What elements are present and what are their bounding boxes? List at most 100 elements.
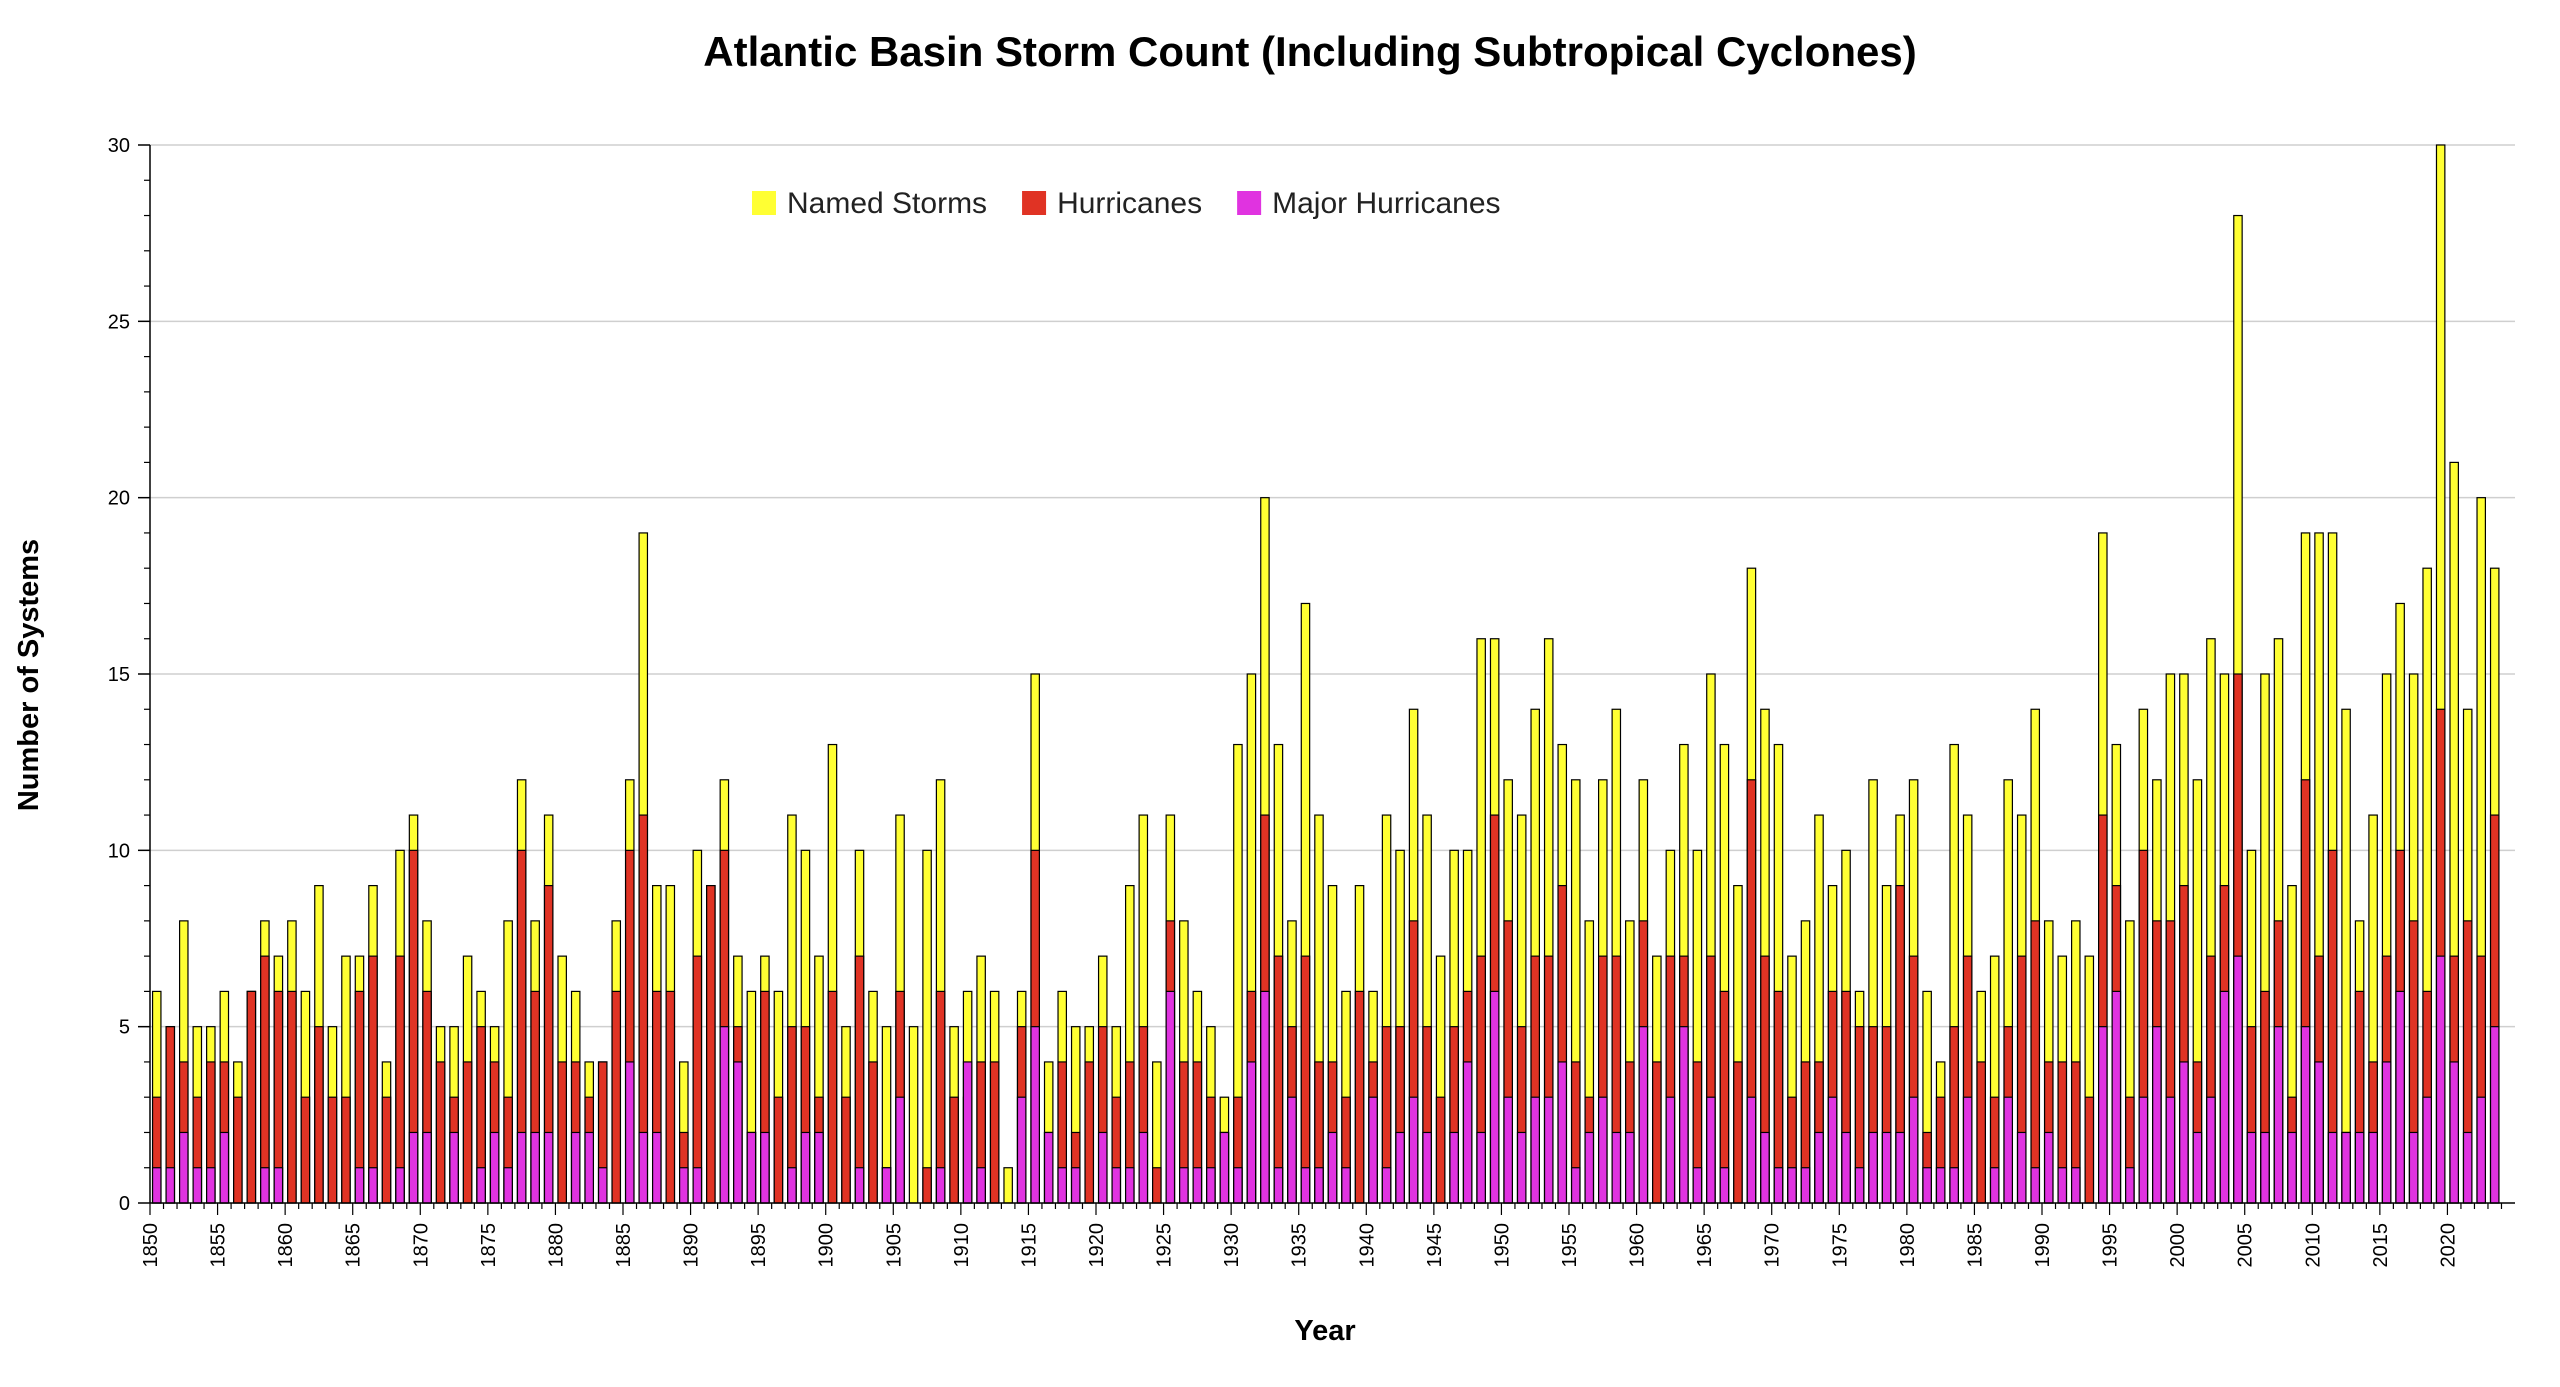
x-tick-label: 1920 [1086, 1223, 1108, 1268]
bar-major-hurricanes [760, 1131, 770, 1204]
legend-swatch [752, 191, 776, 215]
bar-major-hurricanes [1368, 1096, 1378, 1204]
x-tick-label: 1990 [2032, 1223, 2054, 1268]
x-tick-label: 1935 [1289, 1223, 1311, 1268]
bar-major-hurricanes [1570, 1167, 1581, 1204]
bar-major-hurricanes [2125, 1167, 2135, 1204]
bar-major-hurricanes [1287, 1096, 1297, 1204]
bar-major-hurricanes [2030, 1167, 2041, 1204]
bar-major-hurricanes [1949, 1167, 1959, 1204]
axes: 0 5 10 15 20 25 30 1850 1855 1860 1865 1870 1875 1880… [108, 135, 2515, 1268]
x-tick-label: 1975 [1829, 1223, 1851, 1268]
bar-major-hurricanes [733, 1061, 743, 1204]
bar-major-hurricanes [976, 1167, 986, 1204]
bar-major-hurricanes [2192, 1131, 2203, 1204]
bar-major-hurricanes [597, 1167, 608, 1204]
bar-hurricanes [1354, 990, 1365, 1204]
bar-major-hurricanes [1557, 1061, 1568, 1204]
bar-major-hurricanes [746, 1131, 757, 1204]
bar-major-hurricanes [2057, 1167, 2068, 1204]
bar-major-hurricanes [354, 1167, 365, 1204]
bar-hurricanes [827, 990, 838, 1204]
bar-major-hurricanes [1908, 1096, 1919, 1204]
bar-hurricanes [773, 1096, 784, 1204]
bar-hurricanes [287, 990, 297, 1204]
bar-hurricanes [246, 990, 257, 1204]
x-tick-label: 2000 [2167, 1223, 2189, 1268]
bar-major-hurricanes [489, 1131, 500, 1204]
bar-major-hurricanes [719, 1026, 730, 1204]
bar-major-hurricanes [2016, 1131, 2027, 1204]
bar-major-hurricanes [1773, 1167, 1784, 1204]
bar-hurricanes [300, 1096, 311, 1204]
bar-major-hurricanes [1246, 1061, 1257, 1204]
bar-major-hurricanes [1827, 1096, 1838, 1204]
x-tick-label: 2010 [2302, 1223, 2324, 1268]
x-tick-label: 1945 [1424, 1223, 1446, 1268]
bar-major-hurricanes [570, 1131, 581, 1204]
bar-major-hurricanes [2395, 990, 2405, 1204]
bar-hurricanes [611, 990, 622, 1204]
bar-major-hurricanes [2219, 990, 2230, 1204]
bar-major-hurricanes [1381, 1167, 1392, 1204]
y-tick-label: 20 [108, 488, 130, 510]
bar-major-hurricanes [1192, 1167, 1203, 1204]
bar-major-hurricanes [2098, 1026, 2108, 1204]
bar-hurricanes [557, 1061, 567, 1204]
y-tick-label: 5 [119, 1017, 130, 1039]
bar-major-hurricanes [503, 1167, 513, 1204]
x-tick-label: 1925 [1154, 1223, 1176, 1268]
bar-major-hurricanes [1543, 1096, 1554, 1204]
bar-major-hurricanes [273, 1167, 284, 1204]
bar-major-hurricanes [1422, 1131, 1432, 1204]
legend-label: Named Storms [787, 187, 987, 220]
bar-major-hurricanes [1746, 1096, 1757, 1204]
bar-major-hurricanes [1179, 1167, 1189, 1204]
bar-major-hurricanes [1841, 1131, 1851, 1204]
bar-hurricanes [868, 1061, 878, 1204]
bar-major-hurricanes [1597, 1096, 1608, 1204]
x-tick-label: 1895 [748, 1223, 770, 1268]
bar-major-hurricanes [2165, 1096, 2176, 1204]
bar-major-hurricanes [2408, 1131, 2419, 1204]
bar-hurricanes [341, 1096, 351, 1204]
x-tick-label: 1955 [1559, 1223, 1581, 1268]
x-tick-label: 1855 [208, 1223, 230, 1268]
bar-major-hurricanes [1057, 1167, 1068, 1204]
bar-hurricanes [435, 1061, 446, 1204]
bar-major-hurricanes [1706, 1096, 1716, 1204]
bar-major-hurricanes [1233, 1167, 1243, 1204]
legend: Named Storms Hurricanes Major Hurricanes [752, 187, 1501, 220]
bar-named-storms [1003, 1167, 1013, 1204]
x-tick-label: 2020 [2437, 1223, 2459, 1268]
x-tick-label: 1890 [681, 1223, 703, 1268]
bar-major-hurricanes [1408, 1096, 1419, 1204]
bar-major-hurricanes [1760, 1131, 1770, 1204]
bar-major-hurricanes [1030, 1026, 1040, 1204]
bar-major-hurricanes [800, 1131, 811, 1204]
bar-major-hurricanes [1341, 1167, 1351, 1204]
bar-major-hurricanes [787, 1167, 797, 1204]
bar-major-hurricanes [679, 1167, 689, 1204]
legend-swatch [1237, 191, 1262, 215]
bar-major-hurricanes [2327, 1131, 2338, 1204]
bar-major-hurricanes [530, 1131, 540, 1204]
bar-major-hurricanes [1206, 1167, 1216, 1204]
bar-major-hurricanes [2314, 1061, 2324, 1204]
bar-major-hurricanes [1449, 1131, 1459, 1204]
bar-major-hurricanes [1124, 1167, 1135, 1204]
bar-hurricanes [1273, 955, 1284, 1204]
x-tick-label: 1865 [343, 1223, 365, 1268]
bar-major-hurricanes [1935, 1167, 1946, 1204]
x-tick-label: 1980 [1897, 1223, 1919, 1268]
bar-major-hurricanes [2246, 1131, 2257, 1204]
bar-major-hurricanes [2489, 1026, 2500, 1204]
bar-major-hurricanes [2462, 1131, 2473, 1204]
bar-hurricanes [949, 1096, 959, 1204]
bar-major-hurricanes [2381, 1061, 2392, 1204]
bar-hurricanes [395, 955, 405, 1204]
x-tick-label: 1875 [478, 1223, 500, 1268]
bar-major-hurricanes [1219, 1131, 1230, 1204]
bar-major-hurricanes [2449, 1061, 2459, 1204]
bar-major-hurricanes [1692, 1167, 1703, 1204]
